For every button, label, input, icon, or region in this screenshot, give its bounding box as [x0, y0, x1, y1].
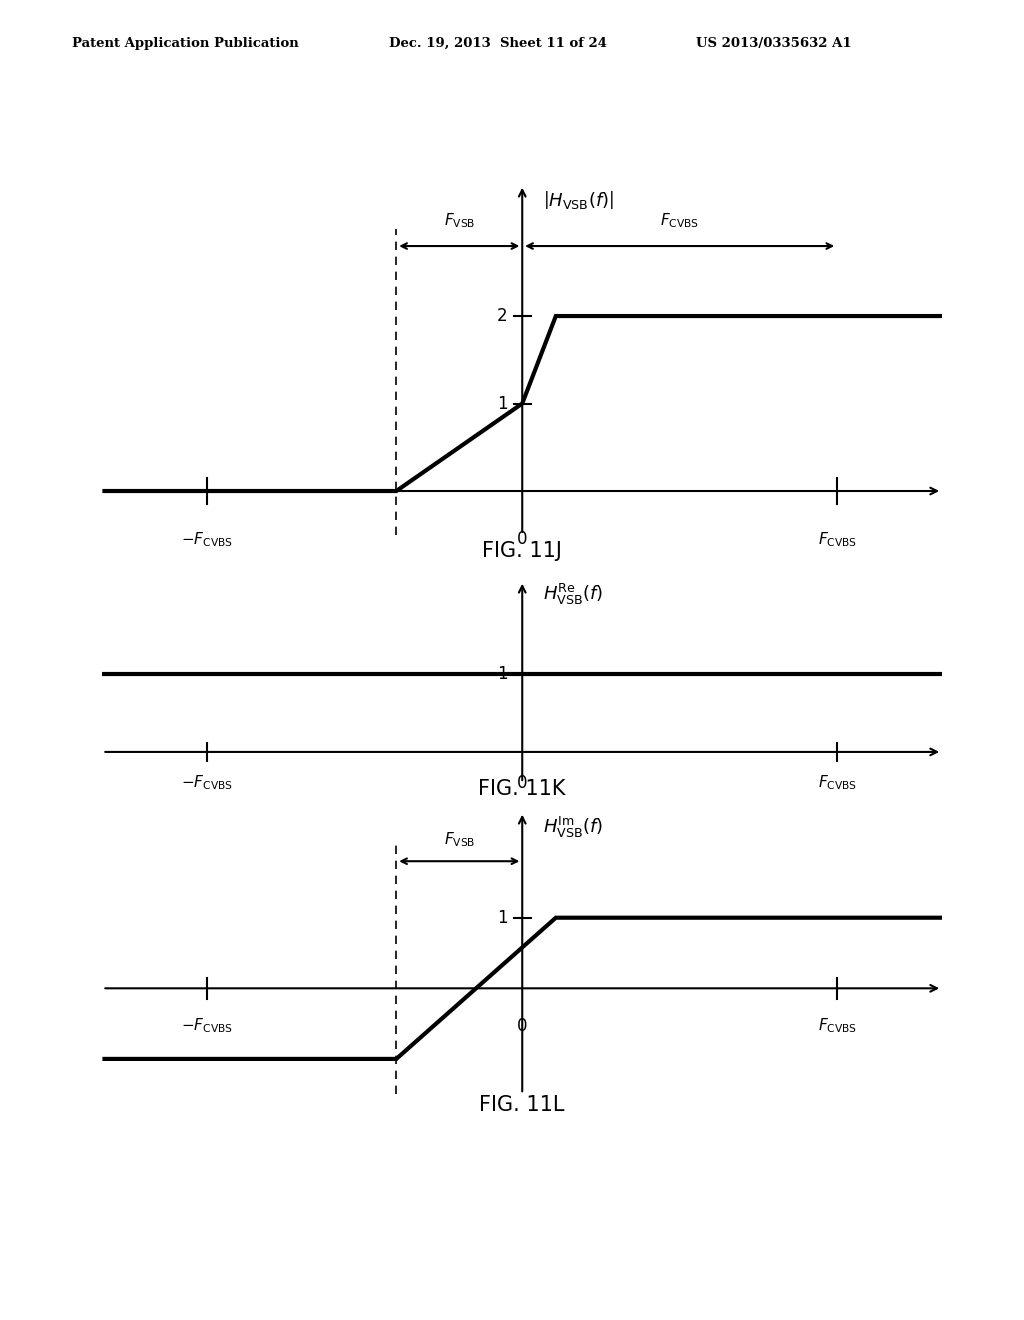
Text: $F_{\mathrm{CVBS}}$: $F_{\mathrm{CVBS}}$ — [817, 531, 857, 549]
Text: $-F_{\mathrm{CVBS}}$: $-F_{\mathrm{CVBS}}$ — [181, 774, 233, 792]
Text: $\left|H_{\mathrm{VSB}}(f)\right|$: $\left|H_{\mathrm{VSB}}(f)\right|$ — [543, 189, 614, 211]
Text: $F_{\mathrm{CVBS}}$: $F_{\mathrm{CVBS}}$ — [817, 1016, 857, 1035]
Text: $-F_{\mathrm{CVBS}}$: $-F_{\mathrm{CVBS}}$ — [181, 531, 233, 549]
Text: $F_{\mathrm{VSB}}$: $F_{\mathrm{VSB}}$ — [443, 830, 475, 849]
Text: Dec. 19, 2013  Sheet 11 of 24: Dec. 19, 2013 Sheet 11 of 24 — [389, 37, 607, 50]
Text: 1: 1 — [497, 395, 508, 413]
Text: $F_{\mathrm{CVBS}}$: $F_{\mathrm{CVBS}}$ — [817, 774, 857, 792]
Text: $H_{\mathrm{VSB}}^{\mathrm{Im}}(f)$: $H_{\mathrm{VSB}}^{\mathrm{Im}}(f)$ — [543, 816, 603, 841]
Text: 2: 2 — [497, 308, 508, 325]
Text: 1: 1 — [497, 908, 508, 927]
Text: $F_{\mathrm{VSB}}$: $F_{\mathrm{VSB}}$ — [443, 211, 475, 230]
Text: FIG. 11J: FIG. 11J — [482, 541, 562, 561]
Text: 0: 0 — [517, 774, 527, 792]
Text: $H_{\mathrm{VSB}}^{\mathrm{Re}}(f)$: $H_{\mathrm{VSB}}^{\mathrm{Re}}(f)$ — [543, 582, 603, 607]
Text: Patent Application Publication: Patent Application Publication — [72, 37, 298, 50]
Text: US 2013/0335632 A1: US 2013/0335632 A1 — [696, 37, 852, 50]
Text: 0: 0 — [517, 1016, 527, 1035]
Text: $F_{\mathrm{CVBS}}$: $F_{\mathrm{CVBS}}$ — [660, 211, 699, 230]
Text: FIG. 11K: FIG. 11K — [478, 779, 566, 799]
Text: FIG. 11L: FIG. 11L — [479, 1096, 565, 1115]
Text: 0: 0 — [517, 531, 527, 548]
Text: 1: 1 — [497, 665, 508, 684]
Text: $-F_{\mathrm{CVBS}}$: $-F_{\mathrm{CVBS}}$ — [181, 1016, 233, 1035]
